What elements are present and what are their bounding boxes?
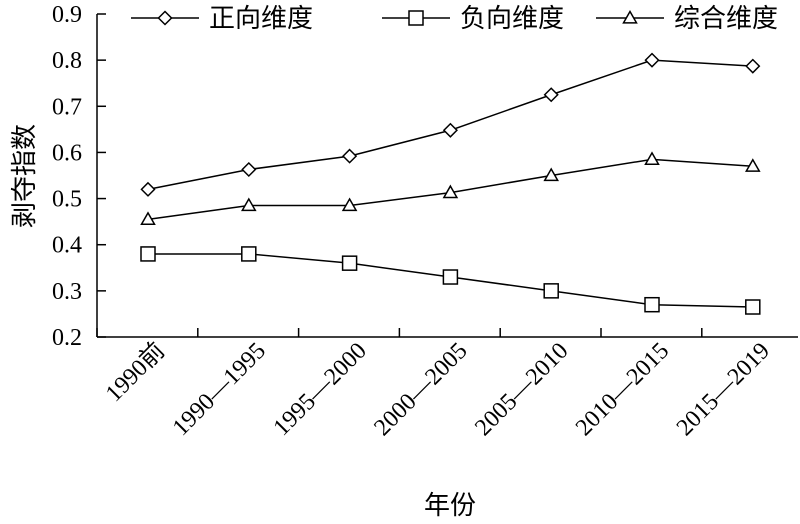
data-point	[241, 246, 257, 262]
data-point	[745, 58, 761, 74]
data-point	[342, 148, 358, 164]
data-point	[644, 151, 660, 165]
data-point	[241, 161, 257, 178]
data-point	[644, 296, 660, 313]
x-axis-title: 年份	[424, 491, 476, 520]
series-triangle	[140, 151, 761, 225]
data-point	[543, 283, 559, 299]
series-diamond	[140, 52, 761, 197]
data-point	[341, 255, 358, 271]
data-point	[442, 122, 458, 138]
legend-marker	[157, 10, 173, 26]
legend-label: 综合维度	[674, 4, 778, 33]
x-tick-label: 2000—2005	[369, 338, 472, 441]
data-point	[745, 158, 761, 172]
legend-item: 负向维度	[382, 4, 564, 33]
y-tick-label: 0.4	[52, 233, 82, 259]
x-tick-label: 2015—2019	[672, 338, 775, 441]
data-point	[442, 184, 459, 199]
x-ticks: 1990前1990—19951995—20002000—20052005—201…	[96, 328, 775, 441]
data-point	[543, 167, 559, 182]
legend-marker	[408, 10, 424, 26]
legend-item: 正向维度	[131, 4, 313, 33]
data-point	[644, 52, 660, 68]
y-tick-label: 0.8	[52, 48, 82, 74]
x-tick-label: 1990—1995	[168, 338, 271, 441]
y-tick-label: 0.6	[52, 140, 82, 166]
chart-axes	[96, 14, 798, 338]
series-square	[140, 246, 761, 315]
y-tick-label: 0.9	[52, 2, 82, 28]
data-point	[543, 87, 559, 103]
legend-marker	[622, 9, 638, 24]
x-tick-label: 1995—2000	[269, 338, 372, 441]
data-point	[140, 246, 156, 262]
y-tick-label: 0.7	[52, 94, 82, 120]
data-point	[140, 211, 156, 225]
y-tick-label: 0.5	[52, 187, 82, 213]
data-point	[241, 197, 257, 212]
y-ticks: 0.2 0.3 0.4 0.5 0.6 0.7 0.8 0.9	[52, 2, 106, 351]
x-tick-label: 2005—2010	[470, 338, 573, 441]
y-tick-label: 0.2	[52, 325, 82, 351]
data-point	[341, 197, 358, 212]
x-tick-label: 2010—2015	[571, 338, 674, 441]
data-point	[745, 299, 761, 315]
legend-label: 负向维度	[460, 4, 564, 33]
data-point	[442, 269, 459, 285]
legend-label: 正向维度	[209, 4, 313, 33]
chart-series	[140, 52, 761, 315]
x-tick-label: 1990前	[100, 337, 170, 407]
data-point	[140, 181, 156, 197]
legend-item: 综合维度	[596, 4, 778, 33]
legend: 正向维度 负向维度 综合维度	[131, 4, 778, 33]
y-axis-title: 剥夺指数	[10, 124, 39, 228]
y-tick-label: 0.3	[52, 279, 82, 305]
